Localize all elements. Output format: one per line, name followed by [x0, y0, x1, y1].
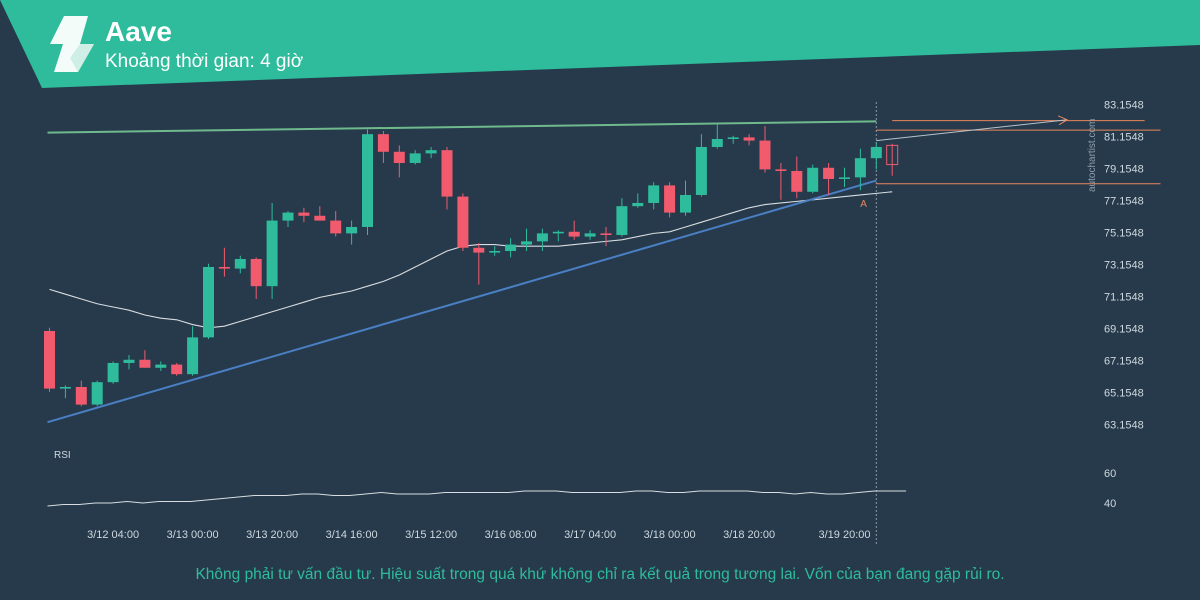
candle-body — [123, 359, 135, 363]
rsi-tick-label: 40 — [1104, 498, 1116, 510]
candle-body — [250, 258, 262, 287]
forecast-arrow-line — [876, 119, 1068, 142]
disclaimer: Không phải tư vấn đầu tư. Hiệu suất tron… — [195, 566, 1005, 583]
candle-body — [854, 158, 866, 178]
price-tick-label: 79.1548 — [1104, 164, 1144, 176]
moving-average-layer — [49, 191, 893, 329]
autochartist-logo-icon — [50, 16, 94, 72]
candle-body — [727, 137, 739, 139]
price-tick-label: 77.1548 — [1104, 196, 1144, 208]
header-bar — [0, 0, 1200, 88]
candle-body — [203, 266, 214, 338]
candle-body — [234, 258, 246, 269]
candle-body — [823, 167, 835, 179]
time-tick-label: 3/19 20:00 — [819, 529, 871, 541]
candle-body — [743, 137, 755, 141]
price-tick-label: 75.1548 — [1104, 228, 1144, 240]
candle-body — [425, 150, 437, 154]
price-tick-label: 69.1548 — [1104, 324, 1144, 336]
time-tick-label: 3/14 16:00 — [326, 529, 378, 541]
rsi-tick-label: 60 — [1104, 468, 1116, 480]
candle-body — [600, 233, 612, 235]
candle-body — [218, 266, 230, 269]
pattern-point-label: A — [860, 199, 867, 210]
watermark: autochartist.com — [1087, 118, 1098, 192]
candle-body — [632, 202, 644, 207]
candle-body — [616, 206, 628, 235]
candle-body — [282, 212, 294, 221]
candle-body — [377, 134, 389, 152]
rsi-line — [47, 490, 907, 507]
time-tick-label: 3/13 00:00 — [167, 529, 219, 541]
candle-body — [171, 364, 183, 375]
candle-body — [791, 170, 803, 192]
candle-body — [266, 220, 278, 287]
time-tick-label: 3/18 00:00 — [644, 529, 696, 541]
candle-body — [568, 231, 580, 237]
candle-body — [346, 226, 358, 234]
candle-body — [441, 150, 453, 197]
candle-body — [155, 364, 167, 368]
trend-lines-layer: A — [47, 115, 1161, 424]
candle-body — [552, 231, 564, 234]
support-line — [47, 179, 877, 424]
candle-body — [107, 362, 119, 383]
candle-body — [680, 194, 691, 213]
candle-body — [330, 220, 342, 234]
rsi-layer: RSI 60 40 — [47, 450, 1116, 510]
candle-body — [695, 146, 707, 195]
price-tick-label: 73.1548 — [1104, 260, 1144, 272]
candle-body — [314, 215, 326, 221]
candle-body — [521, 241, 532, 245]
candle-body — [664, 185, 676, 213]
time-tick-label: 3/16 08:00 — [485, 529, 537, 541]
candle-body — [298, 212, 310, 216]
candle-body — [139, 359, 151, 368]
candle-body — [775, 169, 787, 171]
candle-body — [489, 250, 501, 253]
candle-body — [91, 382, 103, 405]
candle-body — [870, 146, 882, 159]
candle-body — [886, 144, 899, 166]
candle-body — [711, 138, 723, 147]
candle-body — [44, 330, 55, 389]
price-tick-label: 83.1548 — [1104, 100, 1144, 112]
axes-layer: 83.1548 81.1548 79.1548 77.1548 75.1548 73.15… — [87, 100, 1144, 545]
time-tick-label: 3/18 20:00 — [723, 529, 775, 541]
candle-body — [362, 134, 373, 227]
candles-layer — [44, 124, 899, 407]
candle-body — [807, 167, 819, 192]
candle-body — [584, 233, 596, 237]
candle-body — [505, 244, 517, 251]
candle-body — [648, 185, 660, 203]
price-tick-label: 67.1548 — [1104, 356, 1144, 368]
price-tick-label: 63.1548 — [1104, 420, 1144, 432]
candle-body — [473, 247, 485, 253]
moving-average-line — [49, 191, 893, 329]
forecast-arrow-head — [1057, 115, 1069, 126]
time-tick-label: 3/13 20:00 — [246, 529, 298, 541]
chart-timeframe: Khoảng thời gian: 4 giờ — [105, 51, 304, 72]
candle-body — [759, 140, 771, 170]
price-tick-label: 65.1548 — [1104, 388, 1144, 400]
chart-title: Aave — [105, 16, 172, 47]
price-tick-label: 71.1548 — [1104, 292, 1144, 304]
candle-body — [457, 196, 469, 248]
candle-body — [536, 233, 548, 242]
candle-body — [393, 151, 405, 163]
price-tick-label: 81.1548 — [1104, 132, 1144, 144]
time-tick-label: 3/15 12:00 — [405, 529, 457, 541]
candle-body — [409, 153, 421, 163]
candle-body — [75, 386, 87, 405]
candle-body — [59, 386, 71, 389]
time-tick-label: 3/12 04:00 — [87, 529, 139, 541]
time-tick-label: 3/17 04:00 — [564, 529, 616, 541]
rsi-label: RSI — [54, 450, 71, 461]
candle-body — [187, 337, 199, 375]
resistance-line — [47, 120, 877, 134]
candle-body — [839, 177, 850, 179]
